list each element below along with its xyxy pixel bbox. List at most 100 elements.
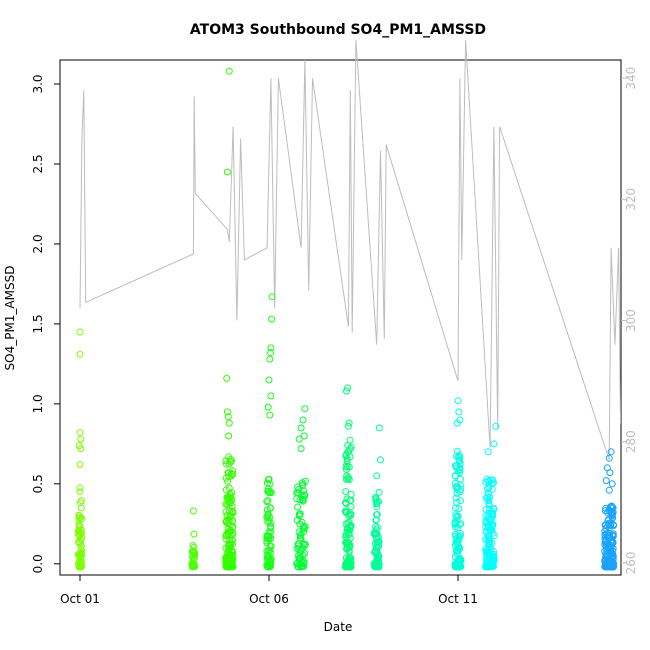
data-point	[605, 520, 613, 528]
data-point	[346, 436, 354, 444]
y-tick-label: 1.5	[31, 314, 45, 333]
data-point	[265, 535, 273, 543]
data-point	[347, 558, 354, 566]
y-tick-label: 0.5	[31, 474, 45, 493]
data-point	[605, 557, 613, 565]
data-point	[371, 547, 379, 555]
data-point	[347, 559, 355, 567]
data-point	[343, 387, 350, 395]
data-point	[295, 556, 303, 564]
data-point	[488, 485, 496, 493]
x-axis-label: Date	[324, 620, 353, 634]
data-point	[263, 506, 271, 514]
data-point	[607, 549, 615, 556]
data-point	[227, 527, 235, 535]
data-point	[226, 528, 234, 536]
data-point	[343, 463, 351, 471]
data-point	[602, 553, 610, 561]
data-point	[456, 532, 464, 540]
data-point	[224, 519, 231, 527]
data-point	[373, 472, 381, 480]
data-point	[76, 552, 84, 560]
data-point	[293, 495, 301, 503]
data-point	[452, 560, 460, 568]
data-point	[489, 476, 497, 484]
data-point	[265, 475, 273, 483]
data-point	[344, 540, 352, 548]
data-point	[485, 515, 493, 523]
data-point	[301, 523, 309, 531]
y-tick-label: 2.0	[31, 234, 45, 253]
data-point	[344, 422, 352, 430]
x-tick-label: Oct 11	[438, 592, 478, 606]
data-point	[377, 456, 384, 464]
data-point	[224, 413, 232, 421]
x-axis: Oct 01 Oct 06 Oct 11	[60, 575, 478, 606]
data-point	[606, 524, 614, 532]
data-point	[228, 531, 236, 539]
data-point	[77, 513, 85, 521]
data-point	[297, 535, 305, 543]
data-point	[489, 510, 497, 518]
data-point	[300, 525, 307, 533]
data-point	[225, 432, 233, 440]
data-point	[457, 475, 464, 483]
data-point	[78, 515, 86, 523]
data-point	[76, 461, 84, 469]
data-point	[372, 516, 380, 524]
data-point	[454, 512, 462, 520]
data-point	[345, 447, 353, 455]
data-point	[75, 563, 83, 571]
data-point	[456, 558, 464, 565]
data-point	[608, 503, 615, 511]
data-point	[297, 562, 305, 570]
data-point	[268, 315, 276, 323]
data-point	[490, 505, 498, 513]
data-point	[76, 499, 84, 507]
right-y-tick-label: 280	[624, 430, 638, 453]
data-point	[452, 519, 460, 527]
data-point	[295, 545, 303, 553]
data-point	[300, 432, 308, 440]
data-point	[371, 561, 379, 569]
y-axis-label: SO4_PM1_AMSSD	[3, 266, 17, 371]
data-point	[77, 526, 85, 533]
data-point	[453, 499, 461, 507]
data-point	[189, 547, 197, 555]
data-point	[298, 482, 306, 490]
data-point	[225, 453, 233, 461]
data-point	[222, 508, 230, 516]
data-point	[485, 531, 493, 539]
data-point	[77, 435, 85, 443]
data-point	[345, 512, 353, 520]
data-point	[372, 493, 380, 501]
data-point	[225, 67, 233, 75]
data-point	[266, 355, 274, 363]
data-point	[76, 488, 84, 496]
data-point	[455, 505, 463, 513]
data-point	[346, 563, 354, 571]
data-point	[228, 562, 236, 570]
data-point	[267, 549, 275, 557]
data-point	[266, 411, 274, 419]
data-point	[297, 424, 305, 432]
x-tick-label: Oct 06	[249, 592, 289, 606]
data-point	[455, 408, 463, 416]
data-point	[608, 480, 616, 488]
data-point	[375, 488, 383, 496]
data-point	[457, 481, 465, 489]
data-point	[267, 344, 275, 352]
data-point	[456, 555, 464, 563]
y-tick-label: 3.0	[31, 74, 45, 93]
data-point	[294, 552, 302, 560]
data-point	[456, 469, 464, 477]
data-point	[267, 392, 275, 400]
data-point	[264, 563, 272, 571]
data-point	[372, 500, 380, 508]
data-point	[300, 562, 308, 570]
data-point	[373, 555, 381, 563]
data-point	[299, 497, 307, 505]
data-point	[225, 540, 233, 548]
data-point	[227, 470, 235, 477]
